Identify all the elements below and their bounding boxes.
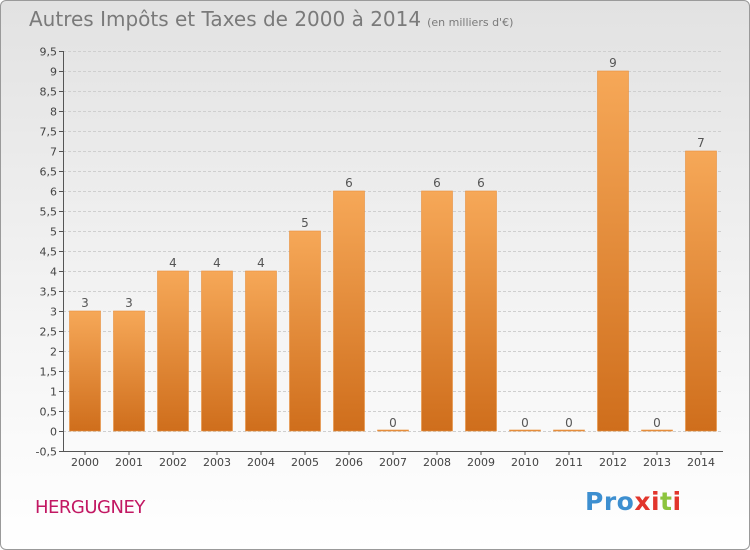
- bars: [69, 70, 717, 432]
- data-label: 0: [653, 416, 661, 430]
- y-tick-label: -0,5: [36, 446, 57, 459]
- data-label: 6: [433, 176, 441, 190]
- x-tick-label: 2003: [203, 456, 231, 469]
- x-tick-label: 2013: [643, 456, 671, 469]
- y-tick-label: 2,5: [40, 326, 58, 339]
- data-label: 0: [565, 416, 573, 430]
- y-tick-label: 5,5: [40, 206, 58, 219]
- x-tick-label: 2001: [115, 456, 143, 469]
- bar: [465, 190, 497, 432]
- y-tick-label: 7: [50, 146, 57, 159]
- bar: [641, 429, 673, 432]
- bar: [597, 70, 629, 432]
- data-label: 0: [389, 416, 397, 430]
- data-label: 4: [213, 256, 221, 270]
- bar: [69, 310, 101, 432]
- x-tick-label: 2008: [423, 456, 451, 469]
- y-tick-label: 1: [50, 386, 57, 399]
- data-label: 4: [257, 256, 265, 270]
- y-tick-label: 3: [50, 306, 57, 319]
- y-tick-label: 3,5: [40, 286, 58, 299]
- logo-part-2: x: [634, 487, 651, 516]
- proxiti-logo: Proxiti: [585, 487, 682, 516]
- y-tick-label: 4: [50, 266, 57, 279]
- bar: [245, 270, 277, 432]
- chart-title-text: Autres Impôts et Taxes de 2000 à 2014: [29, 7, 422, 31]
- chart-title: Autres Impôts et Taxes de 2000 à 2014 (en…: [29, 7, 513, 31]
- y-tick-label: 5: [50, 226, 57, 239]
- axes: -0,5 0 0,5 1 1,5 2 2,5 3 3,5 4 4,5 5 5,5 6 6,5 7 7,5 8 8,5…: [36, 46, 723, 469]
- y-tick-label: 6: [50, 186, 57, 199]
- data-label: 6: [477, 176, 485, 190]
- bar: [333, 190, 365, 432]
- bar: [553, 429, 585, 432]
- data-label: 0: [521, 416, 529, 430]
- bar: [201, 270, 233, 432]
- bar: [509, 429, 541, 432]
- bar: [377, 429, 409, 432]
- data-label: 3: [125, 296, 133, 310]
- logo-part-4: t: [660, 487, 673, 516]
- data-label: 3: [81, 296, 89, 310]
- logo-part-5: i: [672, 487, 682, 516]
- logo-part-1: Pro: [585, 487, 635, 516]
- y-tick-label: 4,5: [40, 246, 58, 259]
- data-label: 7: [697, 136, 705, 150]
- x-tick-label: 2014: [687, 456, 715, 469]
- y-tick-label: 8: [50, 106, 57, 119]
- y-tick-label: 6,5: [40, 166, 58, 179]
- y-tick-label: 8,5: [40, 86, 58, 99]
- x-tick-label: 2004: [247, 456, 275, 469]
- data-label: 4: [169, 256, 177, 270]
- x-tick-label: 2010: [511, 456, 539, 469]
- bar: [685, 150, 717, 432]
- data-label: 5: [301, 216, 309, 230]
- y-tick-label: 1,5: [40, 366, 58, 379]
- x-tick-label: 2007: [379, 456, 407, 469]
- y-tick-label: 9,5: [40, 46, 58, 59]
- y-tick-label: 7,5: [40, 126, 58, 139]
- bar: [289, 230, 321, 432]
- x-tick-label: 2009: [467, 456, 495, 469]
- labels: 3 3 4 4 4 5 6 0 6 6 0 0 9 0 7: [81, 56, 705, 430]
- x-tick-label: 2005: [291, 456, 319, 469]
- data-label: 6: [345, 176, 353, 190]
- chart-subtitle: (en milliers d'€): [427, 16, 514, 29]
- y-tick-label: 2: [50, 346, 57, 359]
- y-tick-label: 0,5: [40, 406, 58, 419]
- x-tick-label: 2006: [335, 456, 363, 469]
- x-tick-label: 2002: [159, 456, 187, 469]
- bar: [157, 270, 189, 432]
- y-tick-label: 9: [50, 66, 57, 79]
- place-name: HERGUGNEY: [35, 497, 145, 518]
- data-label: 9: [609, 56, 617, 70]
- bar: [421, 190, 453, 432]
- logo-part-3: i: [650, 487, 661, 516]
- x-tick-label: 2011: [555, 456, 583, 469]
- y-tick-label: 0: [50, 426, 57, 439]
- x-tick-label: 2012: [599, 456, 627, 469]
- x-tick-label: 2000: [71, 456, 99, 469]
- bar: [113, 310, 145, 432]
